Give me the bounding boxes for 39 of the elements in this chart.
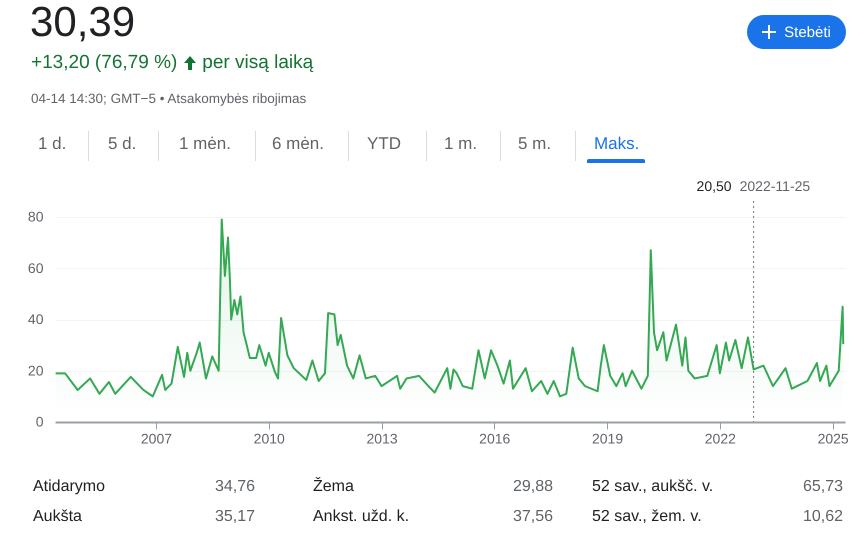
text: 1 d. [38, 134, 66, 154]
text: 29,88 [512, 478, 553, 496]
x-tick-label: 2022 [704, 430, 736, 446]
x-tick-label: 2010 [254, 430, 286, 446]
text: 52 sav., žem. v. [592, 508, 702, 526]
y-tick-label: 60 [28, 260, 44, 276]
text: Aukšta [33, 508, 82, 526]
text: Stebėti [784, 24, 831, 40]
y-tick-label: 80 [28, 208, 44, 224]
text: 35,17 [214, 508, 255, 526]
text: 20,50 [696, 178, 732, 194]
text: 65,73 [802, 478, 843, 496]
x-tick-label: 2025 [818, 430, 849, 446]
x-tick-label: 2016 [479, 430, 511, 446]
text: 52 sav., aukšč. v. [592, 478, 714, 496]
text: per visą laiką [202, 52, 314, 74]
x-tick-label: 2013 [366, 430, 398, 446]
text: 6 mėn. [272, 134, 324, 154]
text: 5 m. [518, 134, 552, 154]
y-tick-label: 0 [36, 414, 44, 430]
x-tick-label: 2019 [592, 430, 624, 446]
text: 1 mėn. [179, 134, 231, 154]
text: 37,56 [512, 508, 553, 526]
text: 10,62 [802, 508, 843, 526]
text: 5 d. [108, 134, 136, 154]
text: Žema [313, 478, 354, 496]
text: 1 m. [444, 134, 478, 154]
text: 34,76 [214, 478, 255, 496]
chart-subtitle: +13,20 (76,79 %) [31, 52, 178, 74]
text: 04-14 14:30; GMT−5 • Atsakomybės ribojimas [31, 91, 306, 106]
ref-line-label: 2022-11-25 [740, 178, 810, 194]
x-tick-label: 2007 [140, 430, 172, 446]
text: Atidarymo [33, 478, 106, 496]
text: Maks. [594, 134, 640, 154]
text: Ankst. užd. k. [313, 508, 410, 526]
text: YTD [367, 134, 401, 154]
y-tick-label: 20 [28, 362, 44, 378]
y-tick-label: 40 [28, 311, 44, 327]
chart-title: 30,39 [30, 0, 136, 46]
